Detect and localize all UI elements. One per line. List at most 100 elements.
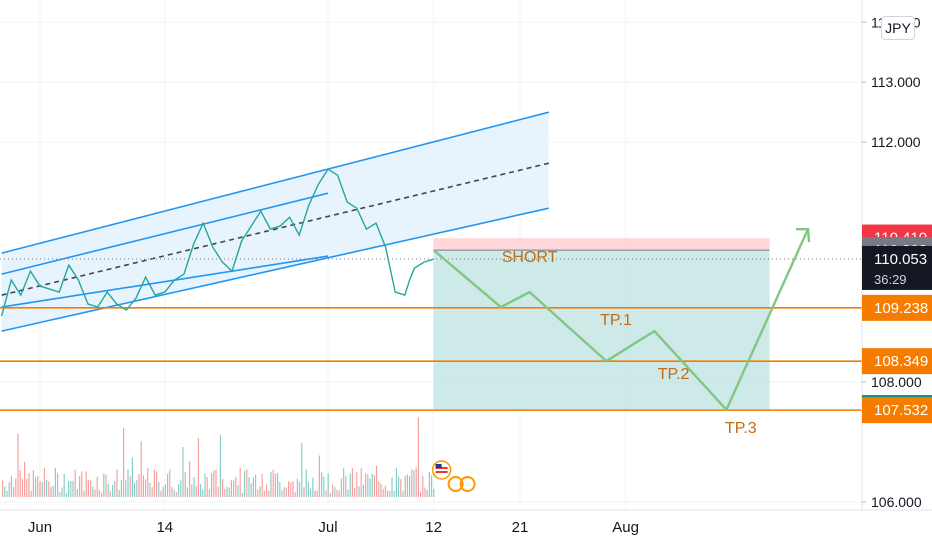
volume-bar [83, 490, 85, 497]
volume-bar [362, 484, 364, 497]
volume-bar [349, 473, 351, 497]
volume-bar [200, 484, 202, 497]
volume-bar [332, 484, 334, 497]
volume-bar [112, 485, 114, 497]
volume-bar [193, 476, 195, 497]
volume-bar [142, 475, 144, 497]
price-label-level [862, 348, 932, 375]
x-tick-label: 21 [512, 519, 529, 536]
volume-bar [433, 488, 435, 497]
channel-fill [1, 112, 549, 332]
volume-bar [325, 490, 327, 497]
volume-bar [153, 469, 155, 497]
channel-median-line [1, 162, 549, 296]
volume-bar [257, 489, 259, 497]
volume-bar [72, 480, 74, 497]
volume-bar [191, 484, 193, 497]
volume-bar [395, 468, 397, 497]
volume-bar [270, 471, 272, 497]
y-tick-label: 113.000 [871, 74, 921, 90]
volume-bar [226, 486, 228, 497]
volume-bar [109, 490, 111, 497]
us-flag-icon-canton [435, 464, 442, 468]
volume-bar [145, 479, 147, 497]
volume-bar [334, 487, 336, 497]
volume-bar [365, 473, 367, 497]
volume-bar [415, 467, 417, 497]
volume-bar [4, 486, 6, 497]
x-tick-label: Aug [612, 519, 639, 536]
volume-bar [340, 478, 342, 497]
volume-bar [213, 470, 215, 497]
y-tick-label: 108.000 [871, 374, 922, 390]
volume-bar [118, 489, 120, 497]
volume-bar [19, 470, 21, 497]
volume-bar [164, 484, 166, 497]
volume-bar [310, 488, 312, 497]
volume-bar [343, 468, 345, 497]
volume-bar [101, 492, 103, 497]
annotation-tp2: TP.2 [658, 366, 690, 383]
volume-bar [90, 480, 92, 497]
volume-bar [46, 480, 48, 497]
event-marker-icon [447, 476, 464, 492]
volume-bar [74, 469, 76, 497]
volume-bar [244, 470, 246, 497]
volume-bar [228, 487, 230, 497]
volume-bar [211, 473, 213, 497]
volume-bar [301, 442, 303, 497]
volume-bar [15, 478, 17, 497]
channel-line-upper [1, 111, 549, 254]
volume-bar [373, 475, 375, 497]
volume-bar [204, 473, 206, 497]
volume-bar [347, 489, 349, 497]
volume-bar [131, 457, 133, 497]
volume-bar [17, 433, 19, 497]
volume-bar [138, 474, 140, 497]
volume-bar [294, 492, 296, 497]
annotation-short: SHORT [502, 249, 558, 266]
annotation-tp3: TP.3 [725, 420, 757, 437]
volume-bar [8, 482, 10, 497]
volume-bar [59, 492, 61, 497]
volume-bar [13, 486, 15, 497]
volume-bar [369, 478, 371, 497]
volume-bar [404, 475, 406, 497]
volume-bar [85, 471, 87, 497]
volume-bar [285, 487, 287, 497]
volume-bar [10, 475, 12, 497]
volume-bar [39, 481, 41, 497]
volume-bar [30, 490, 32, 497]
price-label-text: 108.349 [874, 353, 928, 370]
channel-line-lower [1, 207, 549, 332]
volume-bar [283, 487, 285, 497]
currency-badge[interactable]: JPY [881, 16, 915, 40]
volume-bar [266, 484, 268, 497]
volume-bar [219, 435, 221, 497]
price-label-text: 109.238 [874, 300, 928, 317]
volume-bar [391, 477, 393, 497]
volume-bar [393, 490, 395, 497]
volume-bar [314, 490, 316, 497]
volume-bar [255, 474, 257, 497]
volume-bar [290, 482, 292, 497]
x-tick-label: 14 [156, 519, 173, 536]
price-label-level [862, 294, 932, 321]
volume-bar [274, 473, 276, 497]
volume-bar [277, 472, 279, 497]
volume-bar [178, 484, 180, 497]
volume-bar [305, 469, 307, 497]
volume-bar [61, 487, 63, 497]
volume-bar [389, 491, 391, 497]
volume-bar [37, 476, 39, 497]
volume-bar [107, 483, 109, 497]
x-tick-label: 12 [425, 519, 442, 536]
volume-bar [206, 477, 208, 497]
volume-bar [400, 479, 402, 497]
volume-bar [175, 492, 177, 497]
volume-bar [184, 472, 186, 497]
y-tick-label: 112.000 [871, 134, 921, 150]
volume-bar [233, 480, 235, 497]
